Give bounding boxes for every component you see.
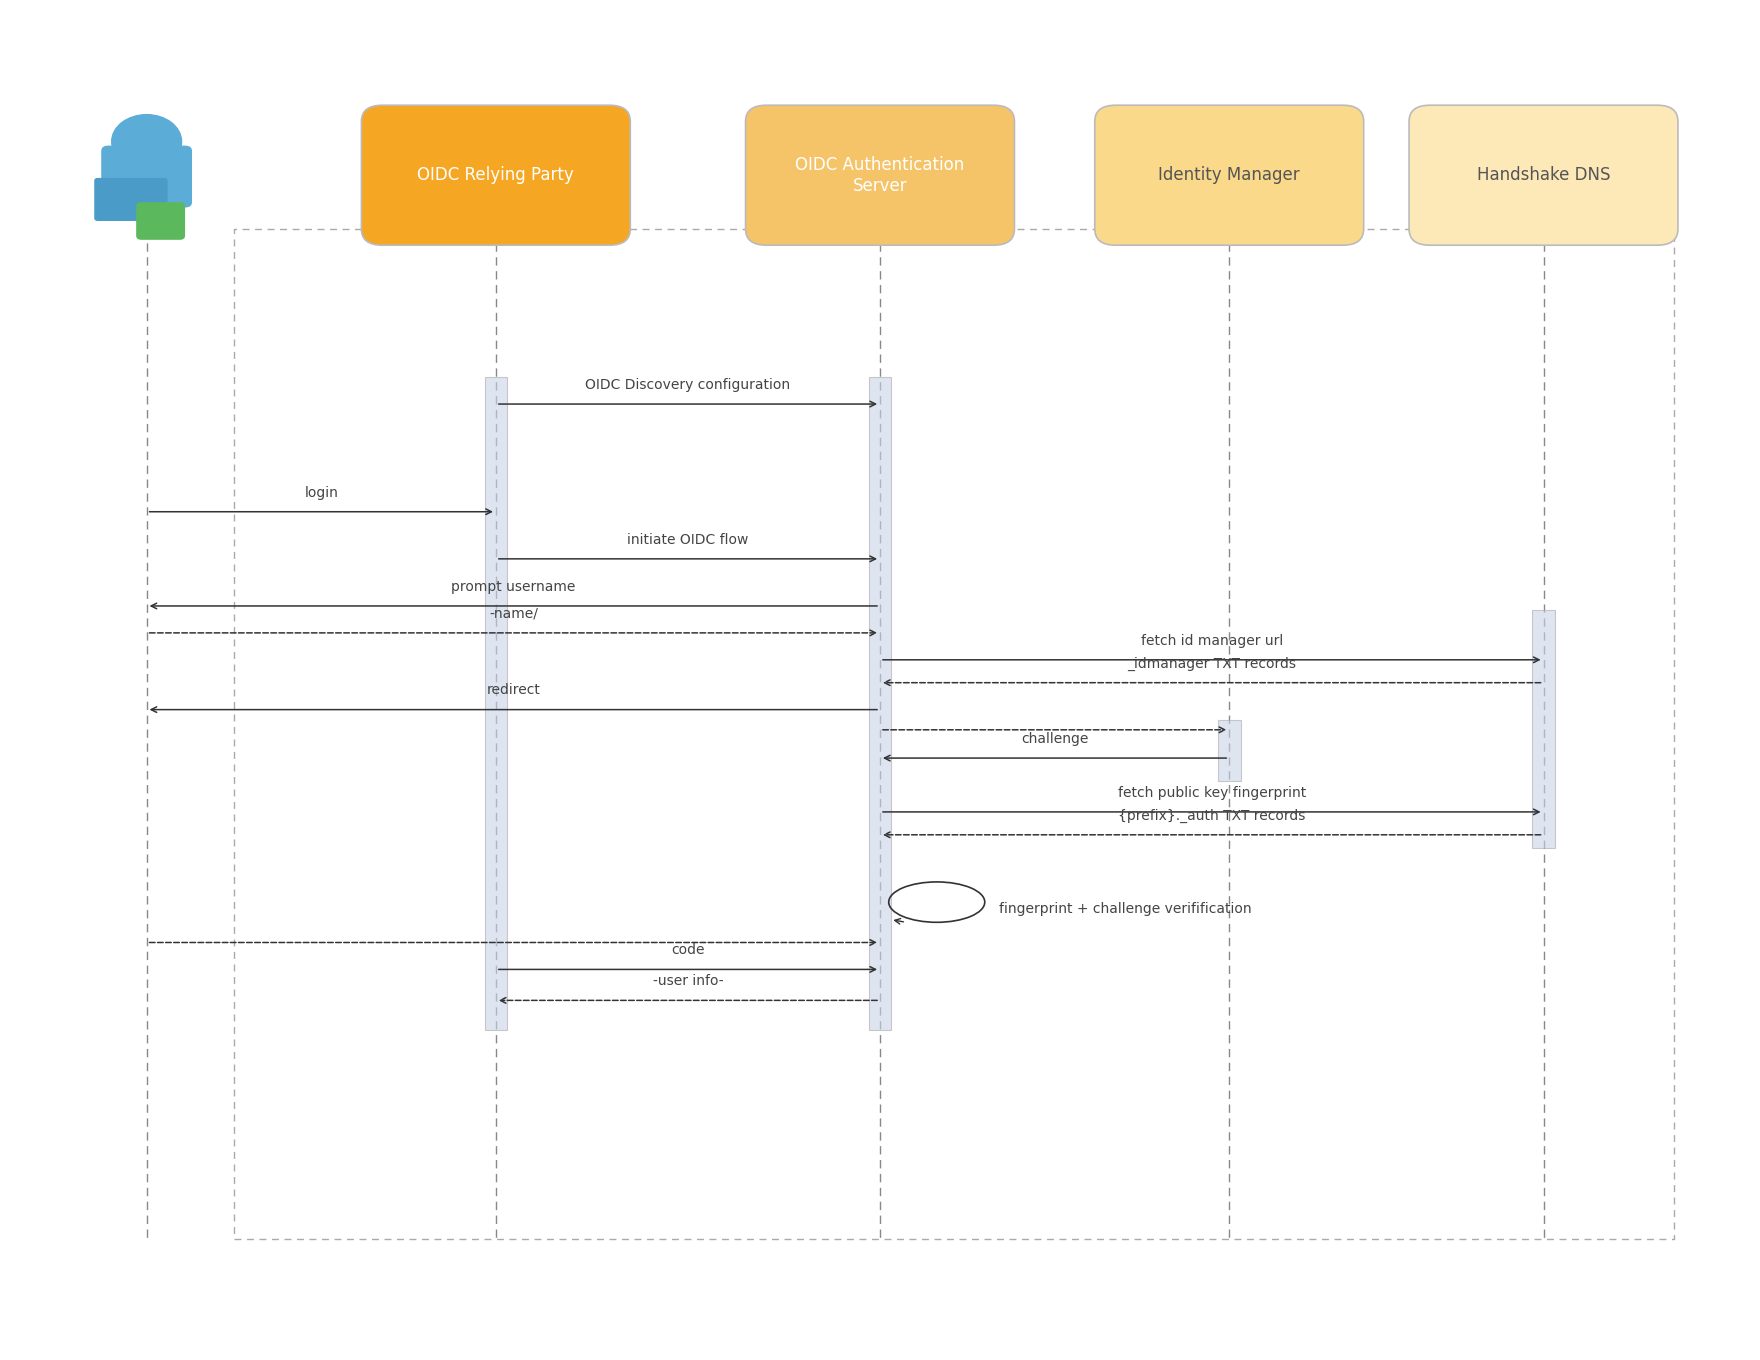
Text: prompt username: prompt username: [451, 579, 576, 594]
Text: Handshake DNS: Handshake DNS: [1477, 166, 1610, 184]
FancyBboxPatch shape: [1533, 611, 1554, 849]
Text: _idmanager TXT records: _idmanager TXT records: [1126, 657, 1297, 670]
Text: login: login: [304, 486, 338, 499]
FancyBboxPatch shape: [484, 377, 507, 1030]
Text: OIDC Relying Party: OIDC Relying Party: [417, 166, 574, 184]
Circle shape: [111, 114, 181, 169]
FancyBboxPatch shape: [136, 203, 185, 239]
FancyBboxPatch shape: [1095, 105, 1364, 245]
Text: -user info-: -user info-: [653, 974, 723, 989]
Text: fetch public key fingerprint: fetch public key fingerprint: [1118, 786, 1306, 800]
Text: fingerprint + challenge verifification: fingerprint + challenge verifification: [998, 902, 1251, 915]
Text: Identity Manager: Identity Manager: [1158, 166, 1301, 184]
FancyBboxPatch shape: [1410, 105, 1677, 245]
FancyBboxPatch shape: [869, 377, 891, 1030]
FancyBboxPatch shape: [361, 105, 630, 245]
Text: challenge: challenge: [1021, 732, 1088, 745]
FancyBboxPatch shape: [95, 178, 167, 220]
Text: code: code: [671, 944, 704, 957]
Text: -name/: -name/: [489, 607, 539, 620]
Text: OIDC Discovery configuration: OIDC Discovery configuration: [586, 378, 790, 392]
Text: OIDC Authentication
Server: OIDC Authentication Server: [796, 156, 964, 194]
FancyBboxPatch shape: [1218, 721, 1241, 781]
Text: fetch id manager url: fetch id manager url: [1140, 634, 1283, 647]
Text: {prefix}._auth TXT records: {prefix}._auth TXT records: [1118, 809, 1306, 823]
FancyBboxPatch shape: [746, 105, 1014, 245]
FancyBboxPatch shape: [102, 146, 192, 208]
Text: redirect: redirect: [486, 684, 540, 698]
Text: initiate OIDC flow: initiate OIDC flow: [627, 533, 748, 547]
